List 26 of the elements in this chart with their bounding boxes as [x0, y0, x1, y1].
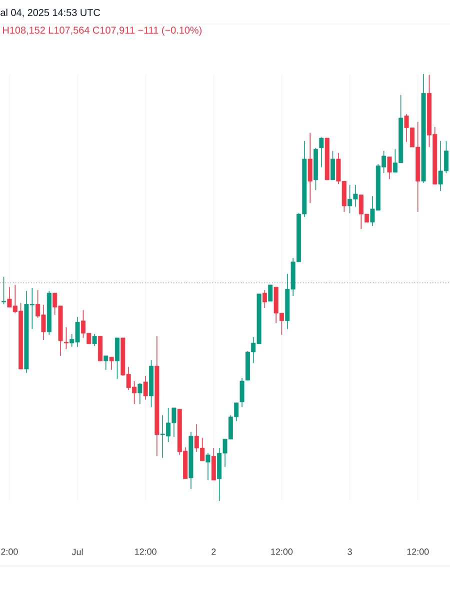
- candlestick: [330, 150, 336, 180]
- candlestick: [268, 284, 273, 302]
- candlestick: [64, 326, 68, 350]
- candlestick: [138, 382, 142, 404]
- candlestick: [387, 156, 392, 180]
- x-tick-label: 2:00: [1, 548, 18, 555]
- x-tick-label: 2: [212, 548, 216, 555]
- candlestick: [92, 334, 97, 346]
- text: al 04, 2025 14:53 UTC: [0, 8, 100, 18]
- candlestick: [114, 337, 120, 380]
- candlestick: [206, 452, 210, 480]
- x-tick-label: 12:00: [271, 548, 293, 555]
- x-tick-label: 3: [348, 548, 352, 555]
- candlestick: [319, 136, 324, 168]
- candlestick: [109, 356, 114, 370]
- candlestick: [211, 448, 216, 480]
- candlestick: [240, 378, 244, 408]
- candlestick: [104, 355, 108, 370]
- x-tick-label: 12:00: [135, 548, 156, 555]
- x-tick-label: Jul: [72, 548, 83, 556]
- candlestick: [262, 290, 267, 308]
- text: H108,152 L107,564 C107,911 −111 (−0.10%): [3, 26, 202, 36]
- candlestick: [143, 375, 148, 400]
- candlestick: [308, 132, 312, 204]
- x-tick-label: 12:00: [407, 548, 429, 555]
- candlestick: [2, 276, 6, 305]
